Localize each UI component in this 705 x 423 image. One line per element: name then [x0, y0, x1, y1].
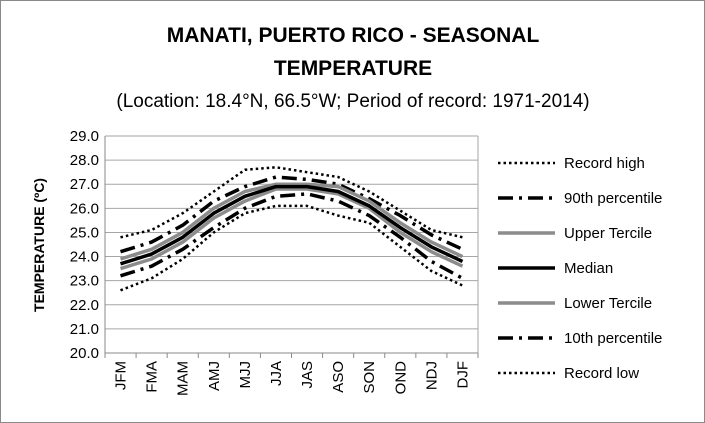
x-tick-label: NDJ — [423, 361, 440, 390]
x-tick-label: OND — [392, 361, 409, 395]
y-tick-label: 21.0 — [70, 321, 99, 338]
x-tick-label: AMJ — [206, 361, 223, 391]
y-tick-label: 28.0 — [70, 152, 99, 169]
series-line-90th-percentile — [119, 175, 464, 254]
x-tick-label: JJA — [268, 361, 285, 386]
x-tick-label: JAS — [299, 361, 316, 389]
y-tick-label: 22.0 — [70, 297, 99, 314]
series-line-record-low — [120, 204, 464, 292]
x-tick-label: MJJ — [237, 361, 254, 389]
gridlines — [105, 135, 478, 354]
legend-label: Record low — [564, 365, 639, 382]
y-tick-label: 26.0 — [70, 200, 99, 217]
series-line-lower-tercile — [119, 187, 464, 271]
x-tick-label: SON — [361, 361, 378, 394]
y-tick-label: 25.0 — [70, 224, 99, 241]
series-line-10th-percentile — [119, 192, 464, 280]
series-line-record-high — [120, 166, 463, 239]
y-tick-label: 29.0 — [70, 128, 99, 145]
legend: Record high 90th percentile Upper Tercile M… — [498, 155, 662, 382]
y-tick-label: 23.0 — [70, 273, 99, 290]
chart-title-line1: MANATI, PUERTO RICO - SEASONAL — [167, 24, 540, 47]
y-tick-label: 20.0 — [70, 345, 99, 362]
series-line-median — [119, 184, 464, 266]
legend-label: Record high — [564, 155, 645, 172]
x-tick-label: DJF — [454, 361, 471, 389]
x-tick-label: JFM — [113, 361, 130, 390]
legend-label: Median — [564, 260, 613, 277]
x-tick-label: ASO — [330, 361, 347, 393]
x-tick-label: FMA — [144, 361, 161, 393]
axes: 20.0 21.0 22.0 23.0 24.0 25.0 26.0 27.0 28.0 29.0… — [70, 128, 479, 396]
chart-title-line2: TEMPERATURE — [274, 57, 432, 80]
series-lines — [119, 166, 464, 292]
y-axis-label: TEMPERATURE (ºC) — [31, 178, 47, 312]
y-tick-label: 24.0 — [70, 249, 99, 266]
legend-label: Upper Tercile — [564, 225, 652, 242]
legend-label: 10th percentile — [564, 330, 662, 347]
chart-subtitle: (Location: 18.4°N, 66.5°W; Period of rec… — [116, 91, 589, 112]
legend-label: 90th percentile — [564, 190, 662, 207]
y-tick-label: 27.0 — [70, 176, 99, 193]
x-tick-label: MAM — [175, 361, 192, 396]
series-line-upper-tercile — [119, 182, 464, 261]
legend-label: Lower Tercile — [564, 295, 652, 312]
